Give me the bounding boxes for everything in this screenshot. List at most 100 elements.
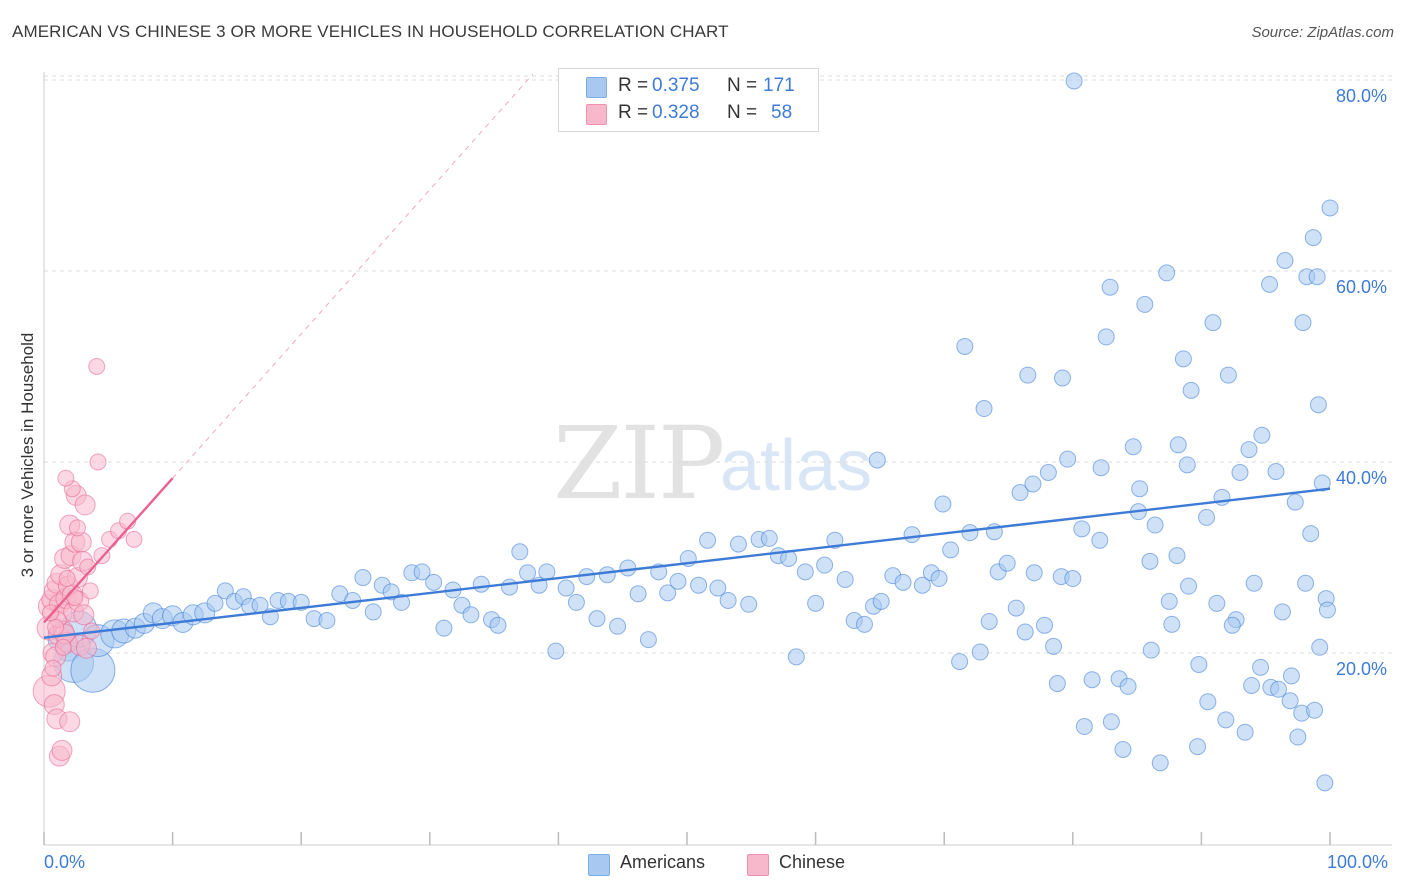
american-point: [1286, 493, 1304, 511]
american-point: [760, 529, 778, 547]
american-point: [1036, 616, 1054, 634]
american-point: [1158, 264, 1176, 282]
american-point: [547, 642, 565, 660]
american-point: [1182, 381, 1200, 399]
american-point: [1124, 438, 1142, 456]
american-point: [619, 559, 637, 577]
american-point: [903, 526, 921, 544]
americans-legend-label: Americans: [620, 852, 706, 872]
watermark-zip: ZIP: [553, 405, 725, 522]
american-point: [1321, 199, 1339, 217]
american-point: [934, 495, 952, 513]
american-point: [1243, 676, 1261, 694]
y-axis-label: 3 or more Vehicles in Household: [18, 332, 37, 578]
american-point: [659, 584, 677, 602]
chinese-swatch: [586, 104, 607, 125]
american-point: [1045, 637, 1063, 655]
american-point: [1297, 574, 1315, 592]
american-point: [557, 579, 575, 597]
chinese-legend-swatch: [747, 854, 769, 876]
legend-r-label: R =: [618, 102, 649, 123]
american-point: [588, 610, 606, 628]
american-point: [1059, 450, 1077, 468]
american-point: [519, 564, 537, 582]
chinese-point: [47, 618, 65, 636]
american-point: [1318, 601, 1336, 619]
american-point: [1270, 680, 1288, 698]
american-point: [435, 619, 453, 637]
american-point: [1316, 774, 1334, 792]
american-point: [1294, 314, 1312, 332]
y-tick-label-20: 20.0%: [1336, 659, 1388, 679]
american-point: [1151, 754, 1169, 772]
y-tick-label-80: 80.0%: [1336, 86, 1388, 106]
american-point: [609, 617, 627, 635]
american-point: [1091, 531, 1109, 549]
chinese-point: [44, 659, 62, 677]
american-point: [1204, 314, 1222, 332]
chinese-point: [81, 582, 99, 600]
american-point: [1198, 508, 1216, 526]
american-point: [1136, 295, 1154, 313]
american-point: [1302, 525, 1320, 543]
american-point: [998, 554, 1016, 572]
american-point: [538, 563, 556, 581]
american-point: [729, 535, 747, 553]
american-point: [1025, 564, 1043, 582]
chinese-point: [68, 519, 86, 537]
american-point: [1019, 366, 1037, 384]
american-point: [913, 576, 931, 594]
watermark-atlas: atlas: [720, 426, 873, 506]
american-point: [872, 592, 890, 610]
legend-r-value: 0.375: [652, 75, 700, 96]
american-point: [1281, 692, 1299, 710]
american-point: [975, 400, 993, 418]
american-point: [1252, 658, 1270, 676]
american-point: [1308, 268, 1326, 286]
legend-n-label: N =: [727, 102, 758, 123]
chinese-point: [89, 453, 107, 471]
american-point: [1119, 677, 1137, 695]
american-point: [567, 593, 585, 611]
american-point: [1054, 369, 1072, 387]
american-point: [1011, 484, 1029, 502]
american-point: [971, 643, 989, 661]
americans-legend-swatch: [588, 854, 610, 876]
american-point: [1289, 728, 1307, 746]
american-point: [413, 563, 431, 581]
american-point: [1276, 251, 1294, 269]
american-point: [1102, 713, 1120, 731]
american-point: [1092, 459, 1110, 477]
chart-title: AMERICAN VS CHINESE 3 OR MORE VEHICLES I…: [12, 22, 729, 41]
american-point: [956, 337, 974, 355]
legend-row-americans: R = 0.375 N = 171: [559, 75, 818, 99]
american-point: [1131, 480, 1149, 498]
americans-swatch: [586, 77, 607, 98]
legend-r-label: R =: [618, 75, 649, 96]
chinese-legend-label: Chinese: [779, 852, 846, 872]
american-point: [1208, 594, 1226, 612]
american-point: [472, 575, 490, 593]
american-point: [1073, 520, 1091, 538]
american-point: [639, 631, 657, 649]
american-point: [699, 531, 717, 549]
chinese-point: [51, 739, 73, 761]
american-point: [354, 569, 372, 587]
american-point: [1163, 615, 1181, 633]
american-point: [1169, 436, 1187, 454]
american-point: [980, 612, 998, 630]
american-point: [1180, 577, 1198, 595]
chinese-point: [58, 570, 76, 588]
american-point: [942, 541, 960, 559]
american-point: [364, 603, 382, 621]
legend-row-chinese: R = 0.328 N = 58: [559, 102, 818, 126]
american-point: [709, 579, 727, 597]
chinese-point: [75, 637, 97, 659]
american-point: [1245, 574, 1263, 592]
y-tick-label-60: 60.0%: [1336, 277, 1388, 297]
american-point: [669, 572, 687, 590]
american-point: [318, 612, 336, 630]
american-point: [393, 593, 411, 611]
american-trend-line: [43, 487, 1331, 639]
american-point: [1141, 552, 1159, 570]
